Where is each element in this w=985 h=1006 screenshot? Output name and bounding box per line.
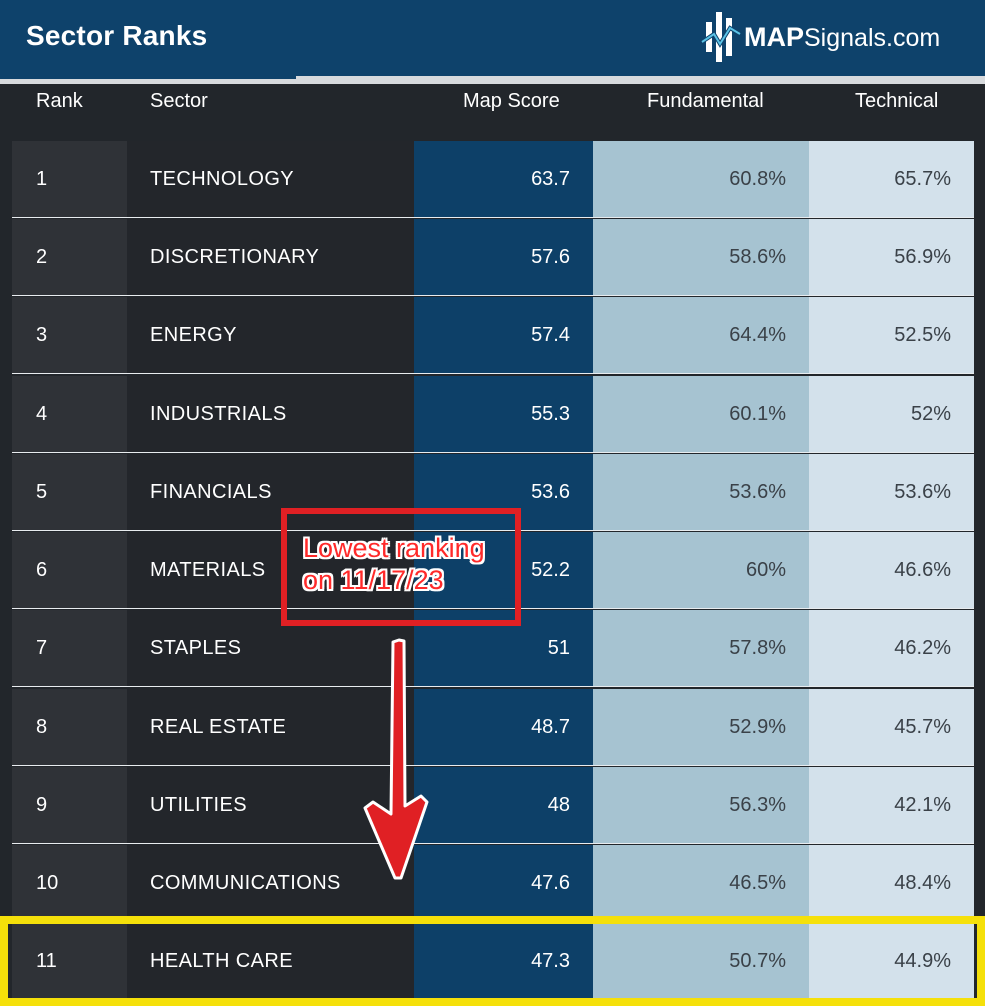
down-arrow-icon: [363, 638, 429, 880]
technical-cell: 52.5%: [809, 297, 974, 374]
technical-cell: 42.1%: [809, 767, 974, 844]
table-row[interactable]: 1 TECHNOLOGY 63.7 60.8% 65.7%: [12, 141, 974, 218]
header-divider: [0, 76, 985, 84]
table-row[interactable]: 10 COMMUNICATIONS 47.6 46.5% 48.4%: [12, 845, 974, 922]
rank-cell: 1: [12, 141, 127, 218]
technical-cell: 44.9%: [809, 923, 974, 1000]
map-score-cell: 47.6: [414, 845, 593, 922]
rank-cell: 3: [12, 297, 127, 374]
sector-cell: REAL ESTATE: [127, 689, 414, 766]
health-care-highlight-box: [0, 916, 985, 1006]
fundamental-cell: 60%: [593, 532, 809, 609]
table-row[interactable]: 2 DISCRETIONARY 57.6 58.6% 56.9%: [12, 219, 974, 296]
sector-cell: ENERGY: [127, 297, 414, 374]
sector-cell: MATERIALS: [127, 532, 414, 609]
rank-cell: 6: [12, 532, 127, 609]
fundamental-cell: 64.4%: [593, 297, 809, 374]
map-score-cell: 57.6: [414, 219, 593, 296]
map-score-cell: 57.4: [414, 297, 593, 374]
technical-cell: 46.6%: [809, 532, 974, 609]
page-title: Sector Ranks: [26, 20, 208, 51]
map-score-cell: 52.2: [414, 532, 593, 609]
map-score-cell: 48: [414, 767, 593, 844]
technical-cell: 65.7%: [809, 141, 974, 218]
column-header-fundamental[interactable]: Fundamental: [647, 90, 764, 112]
map-score-cell: 53.6: [414, 454, 593, 531]
rank-cell: 10: [12, 845, 127, 922]
sector-cell: COMMUNICATIONS: [127, 845, 414, 922]
fundamental-cell: 58.6%: [593, 219, 809, 296]
fundamental-cell: 60.1%: [593, 376, 809, 453]
column-header-map-score[interactable]: Map Score: [463, 90, 560, 112]
technical-cell: 45.7%: [809, 689, 974, 766]
logo-signals-text: Signals.com: [804, 24, 941, 52]
rank-cell: 5: [12, 454, 127, 531]
map-score-cell: 47.3: [414, 923, 593, 1000]
annotation-box: [281, 508, 521, 626]
header-divider-accent: [0, 76, 296, 79]
logo-wordmark: MAPSignals.com: [744, 22, 940, 53]
column-header-technical[interactable]: Technical: [855, 90, 939, 112]
mapsignals-logo-icon: [700, 12, 742, 62]
annotation-text: Lowest ranking on 11/17/23: [303, 532, 518, 596]
sector-cell: HEALTH CARE: [127, 923, 414, 1000]
technical-cell: 56.9%: [809, 219, 974, 296]
fundamental-cell: 57.8%: [593, 610, 809, 687]
rank-cell: 9: [12, 767, 127, 844]
mapsignals-logo[interactable]: MAPSignals.com: [700, 8, 970, 68]
fundamental-cell: 52.9%: [593, 689, 809, 766]
rank-cell: 8: [12, 689, 127, 766]
map-score-cell: 63.7: [414, 141, 593, 218]
technical-cell: 52%: [809, 376, 974, 453]
map-score-cell: 55.3: [414, 376, 593, 453]
table-row[interactable]: 7 STAPLES 51 57.8% 46.2%: [12, 610, 974, 687]
table-row[interactable]: 4 INDUSTRIALS 55.3 60.1% 52%: [12, 376, 974, 453]
sector-cell: DISCRETIONARY: [127, 219, 414, 296]
table-row[interactable]: 11 HEALTH CARE 47.3 50.7% 44.9%: [12, 923, 974, 1000]
logo-map-text: MAP: [744, 22, 804, 52]
fundamental-cell: 60.8%: [593, 141, 809, 218]
technical-cell: 48.4%: [809, 845, 974, 922]
rank-cell: 2: [12, 219, 127, 296]
sector-cell: INDUSTRIALS: [127, 376, 414, 453]
column-header-sector[interactable]: Sector: [150, 90, 208, 112]
table-row[interactable]: 6 MATERIALS 52.2 60% 46.6%: [12, 532, 974, 609]
table-row[interactable]: 5 FINANCIALS 53.6 53.6% 53.6%: [12, 454, 974, 531]
fundamental-cell: 50.7%: [593, 923, 809, 1000]
fundamental-cell: 53.6%: [593, 454, 809, 531]
technical-cell: 46.2%: [809, 610, 974, 687]
column-header-rank[interactable]: Rank: [36, 90, 83, 112]
rank-cell: 7: [12, 610, 127, 687]
sector-cell: TECHNOLOGY: [127, 141, 414, 218]
table-row[interactable]: 3 ENERGY 57.4 64.4% 52.5%: [12, 297, 974, 374]
map-score-cell: 48.7: [414, 689, 593, 766]
fundamental-cell: 46.5%: [593, 845, 809, 922]
annotation-line-2: on 11/17/23: [303, 565, 444, 595]
annotation-line-1: Lowest ranking: [303, 533, 485, 563]
header-bar: Sector Ranks MAPSignals.com: [0, 0, 985, 76]
table-row[interactable]: 8 REAL ESTATE 48.7 52.9% 45.7%: [12, 689, 974, 766]
sector-cell: FINANCIALS: [127, 454, 414, 531]
technical-cell: 53.6%: [809, 454, 974, 531]
fundamental-cell: 56.3%: [593, 767, 809, 844]
table-row[interactable]: 9 UTILITIES 48 56.3% 42.1%: [12, 767, 974, 844]
rank-cell: 4: [12, 376, 127, 453]
